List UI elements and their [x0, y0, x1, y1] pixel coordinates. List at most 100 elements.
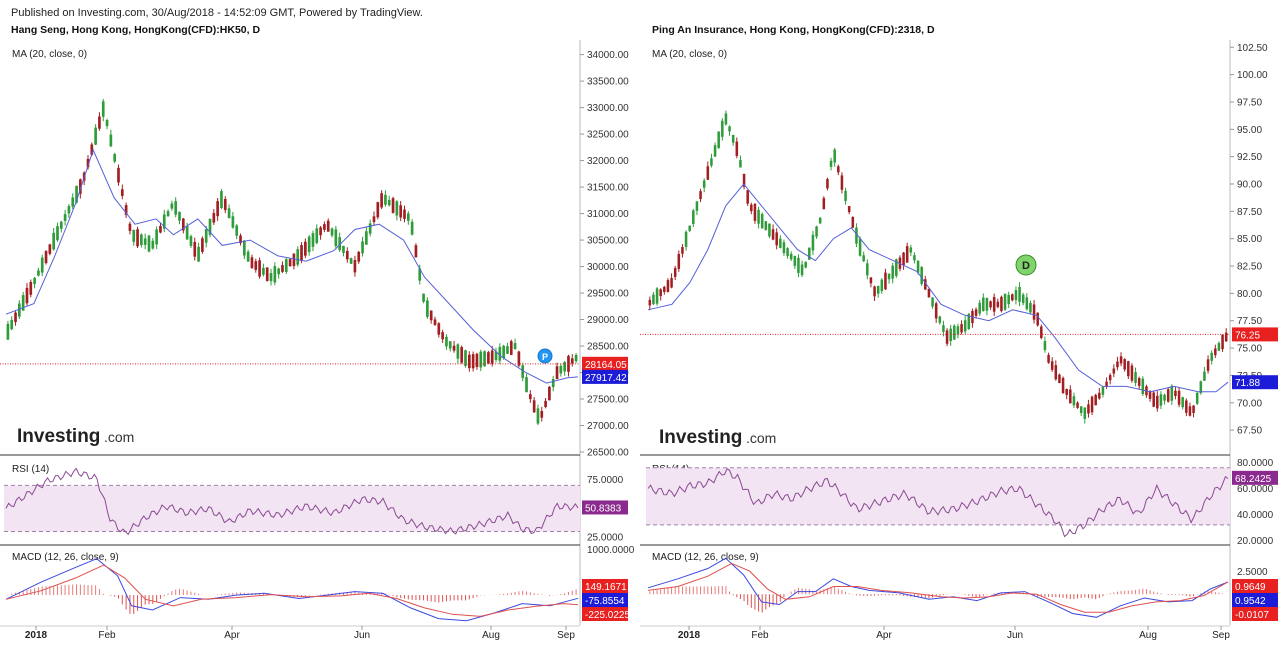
- candle-body: [1195, 392, 1199, 404]
- rsi-value-label: 68.2425: [1235, 474, 1272, 485]
- candle-body: [197, 246, 200, 262]
- candle-body: [775, 232, 778, 246]
- candle-body: [891, 265, 894, 279]
- candle-body: [804, 261, 807, 268]
- y-tick-label: 28500.00: [587, 342, 629, 353]
- y-tick-label: 70.00: [1237, 398, 1262, 409]
- ma-value-tag: [582, 369, 628, 384]
- candle-body: [490, 350, 494, 364]
- candle-body: [368, 223, 372, 234]
- macd-line: [647, 557, 1229, 618]
- macd-label: MACD (12, 26, close, 9): [12, 552, 119, 563]
- candle-body: [250, 257, 254, 268]
- candle-body: [1170, 385, 1174, 401]
- candle-body: [528, 394, 532, 400]
- candle-body: [1036, 312, 1039, 326]
- candle-body: [659, 289, 662, 297]
- rsi-tick-label: 25.0000: [587, 533, 624, 544]
- candle-body: [159, 225, 162, 233]
- candle-body: [677, 253, 681, 269]
- y-tick-label: 102.50: [1237, 43, 1268, 54]
- candle-body: [876, 285, 880, 294]
- candle-body: [713, 145, 717, 157]
- candle-body: [307, 236, 311, 253]
- candle-body: [132, 229, 136, 242]
- candle-body: [300, 245, 303, 261]
- candle-body: [365, 231, 368, 245]
- candle-body: [273, 266, 277, 283]
- candle-body: [284, 259, 288, 272]
- candle-body: [502, 345, 505, 358]
- x-tick-label: 2018: [25, 630, 48, 641]
- candle-body: [48, 244, 52, 254]
- candle-body: [475, 353, 479, 368]
- y-tick-label: 31000.00: [587, 209, 629, 220]
- candle-body: [1130, 365, 1134, 381]
- candle-body: [10, 319, 14, 330]
- investing-logo-com: .com: [746, 430, 776, 446]
- macd-tick-label: 1000.0000: [587, 545, 635, 556]
- candle-body: [695, 201, 699, 211]
- candle-body: [1054, 365, 1058, 380]
- candle-body: [124, 205, 128, 215]
- candle-body: [702, 180, 706, 188]
- candle-body: [479, 351, 483, 368]
- candle-body: [548, 386, 551, 401]
- ma-label: MA (20, close, 0): [652, 49, 727, 60]
- candle-body: [1127, 361, 1130, 377]
- candle-body: [570, 358, 574, 364]
- candle-body: [56, 226, 59, 241]
- candle-body: [384, 194, 387, 205]
- candle-body: [208, 218, 212, 235]
- candle-body: [109, 134, 113, 147]
- candle-body: [517, 351, 521, 366]
- candle-body: [1116, 361, 1119, 368]
- candle-body: [437, 323, 441, 335]
- candle-body: [98, 116, 101, 129]
- candle-body: [884, 272, 887, 290]
- candle-body: [1192, 405, 1195, 414]
- candle-body: [764, 221, 768, 231]
- candle-body: [699, 191, 702, 200]
- y-tick-label: 27500.00: [587, 395, 629, 406]
- y-tick-label: 77.50: [1237, 316, 1262, 327]
- y-tick-label: 29500.00: [587, 289, 629, 300]
- candle-body: [155, 229, 158, 245]
- candle-body: [414, 245, 418, 258]
- candle-body: [1083, 407, 1087, 419]
- candle-body: [292, 253, 296, 267]
- candle-body: [521, 365, 525, 378]
- candle-body: [1185, 400, 1188, 413]
- candle-body: [953, 325, 956, 340]
- candle-body: [227, 208, 231, 219]
- candle-body: [913, 255, 916, 261]
- rsi-tick-label: 20.0000: [1237, 536, 1274, 547]
- candle-body: [269, 273, 273, 282]
- candle-body: [544, 400, 547, 407]
- x-tick-label: Aug: [1139, 630, 1157, 641]
- y-tick-label: 100.00: [1237, 70, 1268, 81]
- macd-signal-line: [5, 564, 579, 617]
- candle-body: [220, 191, 223, 209]
- candle-body: [494, 351, 498, 361]
- y-tick-label: 92.50: [1237, 152, 1262, 163]
- candle-body: [786, 248, 789, 257]
- candle-body: [731, 134, 735, 143]
- candle-body: [201, 238, 204, 252]
- x-tick-label: Apr: [224, 630, 240, 641]
- candle-body: [1217, 343, 1221, 351]
- candle-body: [429, 310, 433, 321]
- y-tick-label: 85.00: [1237, 234, 1262, 245]
- candle-body: [1152, 392, 1155, 407]
- ma-value-label: 71.88: [1235, 378, 1260, 389]
- candle-body: [739, 160, 742, 168]
- candle-body: [793, 256, 797, 266]
- candle-body: [185, 225, 189, 240]
- chart-hangseng[interactable]: MA (20, close, 0) RSI (14) MACD (12, 26, c…: [0, 0, 640, 645]
- candle-body: [326, 220, 330, 232]
- chart-pingan[interactable]: MA (20, close, 0)RSI (14)MACD (12, 26, c…: [640, 0, 1280, 645]
- macd-value-label: 0.9542: [1235, 596, 1266, 607]
- candle-body: [403, 209, 406, 219]
- x-tick-label: Apr: [876, 630, 892, 641]
- candle-body: [750, 204, 753, 212]
